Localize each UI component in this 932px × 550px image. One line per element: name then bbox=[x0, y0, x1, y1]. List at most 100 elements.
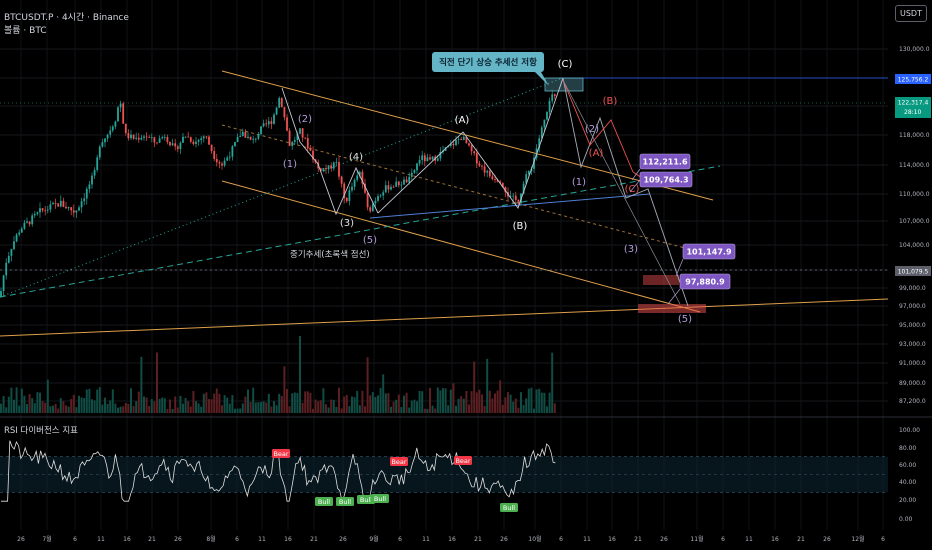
price-tick-label: 130,000.0 bbox=[899, 46, 930, 53]
volume-bar bbox=[543, 392, 546, 413]
candle-body bbox=[195, 141, 197, 144]
volume-bar bbox=[332, 399, 335, 413]
candle-body bbox=[7, 255, 10, 263]
volume-bar bbox=[413, 399, 416, 413]
candle-body bbox=[122, 103, 125, 124]
volume-bar bbox=[150, 399, 153, 413]
candle-body bbox=[540, 127, 543, 139]
price-axis[interactable]: 130,000.0126,000.0122,000.0118,000.0114,… bbox=[895, 46, 931, 523]
candle-body bbox=[39, 208, 41, 213]
volume-bar bbox=[70, 399, 73, 413]
candle-body bbox=[174, 143, 177, 147]
signal-label: Bull bbox=[360, 496, 372, 504]
candle-body bbox=[384, 185, 387, 193]
candle-body bbox=[288, 130, 291, 146]
volume-bar bbox=[491, 398, 494, 413]
target-zone-lower bbox=[638, 304, 706, 313]
candle-body bbox=[353, 179, 356, 187]
volume-bar bbox=[93, 400, 96, 413]
candle-body bbox=[543, 119, 546, 128]
candle-body bbox=[418, 160, 421, 164]
candle-body bbox=[377, 196, 379, 201]
volume-bar bbox=[98, 387, 101, 413]
candle-body bbox=[408, 176, 411, 183]
volume-bar bbox=[244, 396, 247, 413]
candle-body bbox=[153, 137, 156, 143]
price-tick-label: 95,000.0 bbox=[899, 322, 926, 329]
candle-body bbox=[457, 139, 460, 140]
candle-body bbox=[226, 157, 229, 161]
price-tick-label: 89,000.0 bbox=[899, 380, 926, 387]
volume-bar bbox=[538, 388, 541, 413]
volume-bar bbox=[176, 407, 179, 413]
volume-bar bbox=[314, 399, 317, 413]
target-pointer bbox=[631, 168, 641, 181]
volume-bar bbox=[525, 398, 528, 413]
candle-body bbox=[366, 192, 369, 208]
candle-body bbox=[93, 170, 96, 176]
volume-bar bbox=[457, 398, 460, 413]
volume-bar bbox=[85, 389, 88, 413]
wave-label-C: (C) bbox=[558, 59, 573, 70]
proj-label-3: (3) bbox=[624, 244, 638, 255]
candle-body bbox=[275, 107, 278, 115]
candle-body bbox=[265, 123, 268, 125]
target-box-label: 97,880.9 bbox=[685, 278, 725, 287]
candle-body bbox=[31, 215, 34, 225]
candle-body bbox=[244, 131, 247, 138]
candle-body bbox=[59, 200, 62, 207]
volume-bar bbox=[145, 397, 148, 413]
time-axis[interactable]: 26 7월 6 11 16 21 26 8월 6 11 16 21 26 9월 6 11 16 21 26 10월 6 1… bbox=[17, 535, 885, 543]
candle-body bbox=[150, 137, 153, 139]
price-label-countdown: 28:10 bbox=[904, 109, 921, 116]
volume-bar bbox=[379, 387, 382, 413]
candle-body bbox=[28, 221, 31, 225]
volume-bar bbox=[234, 408, 236, 413]
signal-label: Bull bbox=[503, 504, 515, 512]
candle-body bbox=[192, 141, 195, 144]
currency-button[interactable]: USDT bbox=[895, 5, 927, 22]
wave-main-12345 bbox=[281, 87, 379, 216]
candle-body bbox=[395, 181, 398, 187]
volume-bar bbox=[192, 391, 195, 413]
volume-bar bbox=[468, 404, 470, 413]
volume-bar bbox=[23, 395, 26, 413]
candle-body bbox=[416, 163, 418, 171]
time-tick-label: 26 bbox=[500, 536, 508, 543]
candle-body bbox=[553, 94, 556, 97]
wave-label-3: (3) bbox=[340, 218, 354, 229]
candle-body bbox=[65, 206, 67, 209]
candle-body bbox=[533, 157, 535, 169]
volume-bar bbox=[343, 396, 346, 413]
target-box bbox=[679, 273, 731, 290]
rsi-title: RSI 다이버전스 지표 bbox=[4, 425, 78, 436]
candle-body bbox=[382, 192, 385, 196]
channel-upper-line bbox=[221, 70, 714, 201]
volume-bar bbox=[434, 408, 437, 413]
candle-body bbox=[374, 200, 377, 204]
time-tick-label: 11 bbox=[258, 536, 266, 543]
candle-body bbox=[403, 179, 405, 185]
candle-body bbox=[483, 166, 486, 173]
candle-body bbox=[254, 138, 257, 140]
price-label-box bbox=[895, 266, 931, 276]
volume-bar bbox=[517, 407, 520, 413]
candle-body bbox=[335, 162, 338, 163]
time-tick-label: 16 bbox=[284, 536, 292, 543]
volume-bar bbox=[410, 400, 413, 413]
time-tick-label: 10월 bbox=[528, 535, 541, 543]
candle-body bbox=[525, 174, 528, 184]
volume-bar bbox=[106, 403, 109, 413]
candle-body bbox=[119, 103, 122, 108]
wave-label-5: (5) bbox=[363, 235, 377, 246]
volume-bar bbox=[135, 401, 138, 413]
time-tick-label: 21 bbox=[474, 536, 482, 543]
volume-bar bbox=[96, 389, 99, 413]
candle-body bbox=[187, 136, 190, 138]
volume-bar bbox=[205, 392, 208, 413]
volume-bar bbox=[218, 393, 221, 413]
candle-body bbox=[223, 160, 226, 166]
price-tick-label: 118,000.0 bbox=[899, 132, 930, 139]
proj-label-A: (A) bbox=[589, 148, 604, 159]
